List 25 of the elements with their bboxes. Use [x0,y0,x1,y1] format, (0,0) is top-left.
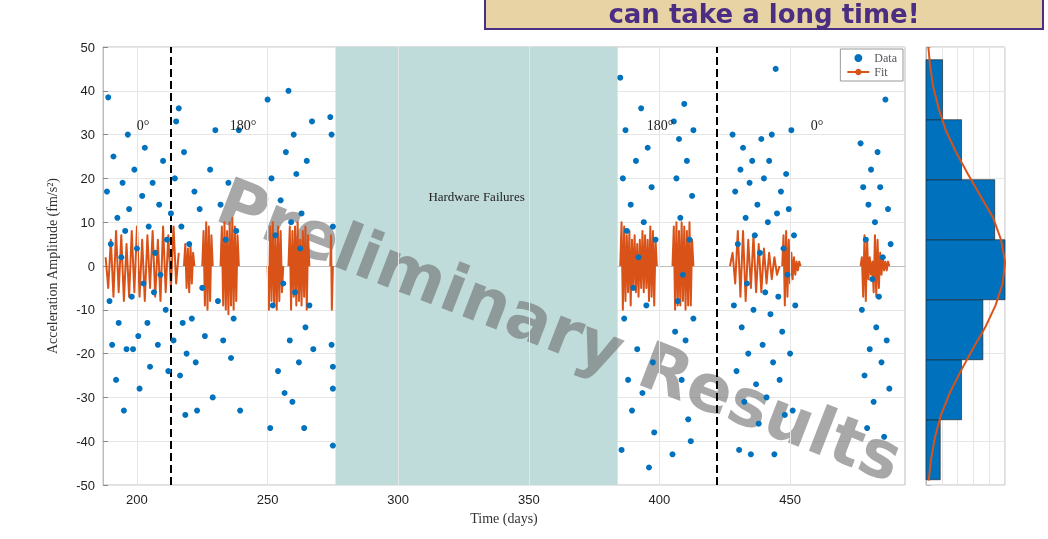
y-tick-label: 0 [87,258,95,274]
y-tick-label: -40 [76,433,95,449]
legend-label: Data [874,51,898,65]
y-tick-label: 10 [80,214,95,230]
y-tick-label: -20 [76,346,95,362]
x-tick-label: 200 [126,492,148,507]
x-tick-label: 300 [387,492,410,507]
y-tick-label: -10 [76,302,95,318]
annotation: 180° [229,117,257,133]
annotation: 180° [646,117,674,133]
annotation: 0° [136,117,150,133]
x-tick-label: 450 [779,492,801,507]
y-tick-label: -30 [76,389,95,405]
x-tick-label: 250 [256,492,279,507]
y-tick-label: 30 [80,127,95,143]
x-tick-label: 350 [517,492,540,507]
legend-label: Fit [874,65,889,79]
y-tick-label: 50 [80,39,95,55]
x-axis-title: Time (days) [470,510,539,527]
x-tick-label: 400 [648,492,671,507]
y-tick-label: -50 [76,477,95,493]
y-tick-label: 20 [80,170,95,186]
y-tick-label: 40 [80,83,95,99]
y-axis-title: Acceleration Amplitude (fm/s²) [44,177,61,355]
annotation: 0° [810,117,824,133]
